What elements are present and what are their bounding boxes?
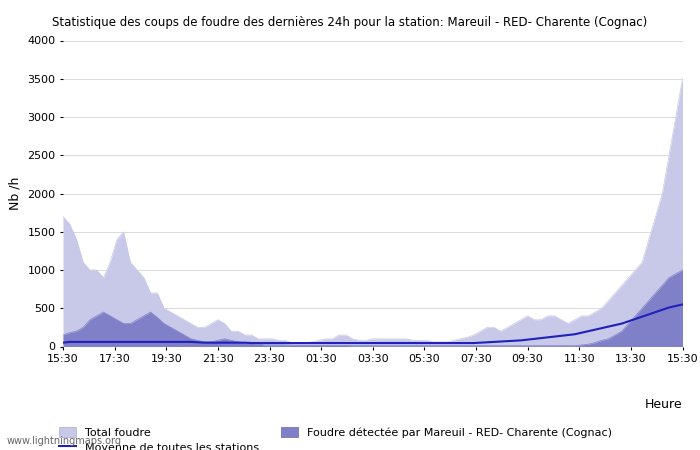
Legend: Total foudre, Moyenne de toutes les stations, Foudre détectée par Mareuil - RED-: Total foudre, Moyenne de toutes les stat…: [55, 423, 616, 450]
Text: Statistique des coups de foudre des dernières 24h pour la station: Mareuil - RED: Statistique des coups de foudre des dern…: [52, 16, 648, 29]
Y-axis label: Nb /h: Nb /h: [8, 177, 22, 210]
Text: www.lightningmaps.org: www.lightningmaps.org: [7, 436, 122, 446]
Text: Heure: Heure: [645, 399, 682, 411]
